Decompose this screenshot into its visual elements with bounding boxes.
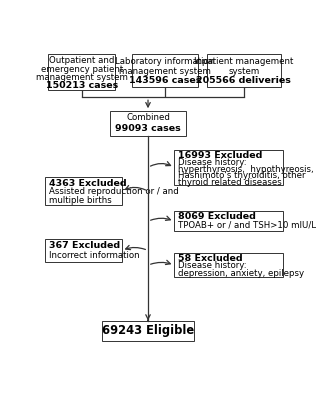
FancyBboxPatch shape bbox=[45, 177, 122, 205]
FancyBboxPatch shape bbox=[174, 253, 283, 278]
Text: 205566 deliveries: 205566 deliveries bbox=[196, 76, 291, 86]
Text: management system: management system bbox=[119, 67, 211, 76]
FancyBboxPatch shape bbox=[102, 320, 194, 341]
Text: multiple births: multiple births bbox=[49, 196, 112, 205]
Text: 16993 Excluded: 16993 Excluded bbox=[178, 151, 262, 160]
Text: 4363 Excluded: 4363 Excluded bbox=[49, 179, 127, 188]
FancyBboxPatch shape bbox=[207, 54, 281, 86]
FancyBboxPatch shape bbox=[110, 111, 185, 136]
Text: Incorrect information: Incorrect information bbox=[49, 251, 140, 260]
FancyBboxPatch shape bbox=[132, 54, 198, 86]
Text: 8069 Excluded: 8069 Excluded bbox=[178, 212, 256, 221]
Text: depression, anxiety, epilepsy: depression, anxiety, epilepsy bbox=[178, 269, 304, 278]
Text: 150213 cases: 150213 cases bbox=[46, 81, 118, 90]
Text: Laboratory information: Laboratory information bbox=[115, 57, 214, 66]
Text: management system: management system bbox=[36, 73, 128, 82]
Text: hyperthyreosis,  hypothyreosis,: hyperthyreosis, hypothyreosis, bbox=[178, 165, 314, 174]
Text: Outpatient and: Outpatient and bbox=[49, 56, 114, 66]
Text: 367 Excluded: 367 Excluded bbox=[49, 241, 120, 250]
FancyBboxPatch shape bbox=[174, 211, 283, 231]
Text: Disease history:: Disease history: bbox=[178, 158, 247, 167]
Text: 58 Excluded: 58 Excluded bbox=[178, 254, 243, 263]
Text: 99093 cases: 99093 cases bbox=[115, 124, 181, 133]
FancyBboxPatch shape bbox=[45, 239, 122, 262]
Text: Inpatient management: Inpatient management bbox=[194, 57, 294, 66]
FancyBboxPatch shape bbox=[48, 54, 116, 90]
Text: emergency patient: emergency patient bbox=[41, 65, 123, 74]
Text: Combined: Combined bbox=[126, 113, 170, 122]
Text: Assisted reproduction or / and: Assisted reproduction or / and bbox=[49, 187, 179, 196]
Text: TPOAB+ or / and TSH>10 mIU/L: TPOAB+ or / and TSH>10 mIU/L bbox=[178, 221, 316, 230]
Text: Disease history:: Disease history: bbox=[178, 261, 247, 270]
Text: system: system bbox=[228, 67, 259, 76]
Text: thyroid related diseases: thyroid related diseases bbox=[178, 178, 282, 187]
Text: 69243 Eligible: 69243 Eligible bbox=[102, 324, 194, 337]
Text: Hashimoto's thyroiditis, other: Hashimoto's thyroiditis, other bbox=[178, 172, 306, 180]
FancyBboxPatch shape bbox=[174, 150, 283, 185]
Text: 143596 cases: 143596 cases bbox=[129, 76, 201, 86]
